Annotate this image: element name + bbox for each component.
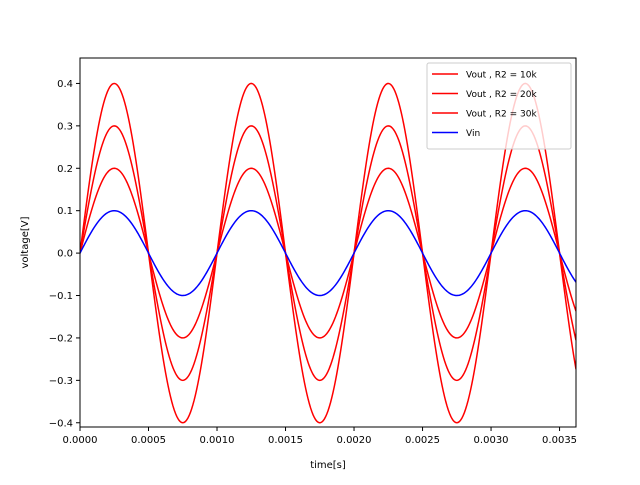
y-tick-label: 0.4 [57, 79, 73, 90]
y-axis-label: voltage[V] [20, 216, 31, 268]
legend-entry-1: Vout , R2 = 10k [466, 71, 537, 81]
x-tick-label: 0.0035 [542, 435, 577, 446]
x-tick-label: 0.0015 [268, 435, 303, 446]
x-axis-ticks: 0.0000 0.0005 0.0010 0.0015 0.0020 0.0025 0.00… [63, 427, 577, 446]
series-layer [80, 82, 576, 424]
x-tick-label: 0.0020 [337, 435, 372, 446]
y-tick-label: −0.2 [49, 333, 73, 344]
x-tick-label: 0.0010 [200, 435, 235, 446]
y-tick-label: 0.0 [57, 249, 73, 260]
series-line-3 [80, 82, 576, 424]
y-tick-label: 0.2 [57, 164, 73, 175]
x-tick-label: 0.0005 [131, 435, 166, 446]
y-axis-ticks: −0.4 −0.3 −0.2 −0.1 0.0 0.1 0.2 0.3 0.4 [49, 79, 80, 429]
plot-frame [79, 57, 577, 428]
x-tick-label: 0.0030 [474, 435, 509, 446]
legend: Vout , R2 = 10k Vout , R2 = 20k Vout , R2 … [426, 62, 572, 150]
y-tick-label: 0.3 [57, 121, 73, 132]
y-tick-label: 0.1 [57, 206, 73, 217]
y-tick-label: −0.3 [49, 376, 73, 387]
series-line-1 [80, 167, 576, 339]
series-line-2 [80, 125, 576, 382]
x-axis-label: time[s] [310, 460, 346, 471]
legend-entry-2: Vout , R2 = 20k [466, 90, 537, 100]
y-tick-label: −0.4 [49, 418, 73, 429]
series-line-4 [80, 209, 576, 297]
legend-entry-3: Vout , R2 = 30k [466, 110, 537, 120]
legend-entry-4: Vin [466, 129, 480, 139]
legend-frame [426, 62, 572, 150]
x-tick-label: 0.0025 [405, 435, 440, 446]
y-tick-label: −0.1 [49, 291, 73, 302]
x-tick-label: 0.0000 [63, 435, 98, 446]
